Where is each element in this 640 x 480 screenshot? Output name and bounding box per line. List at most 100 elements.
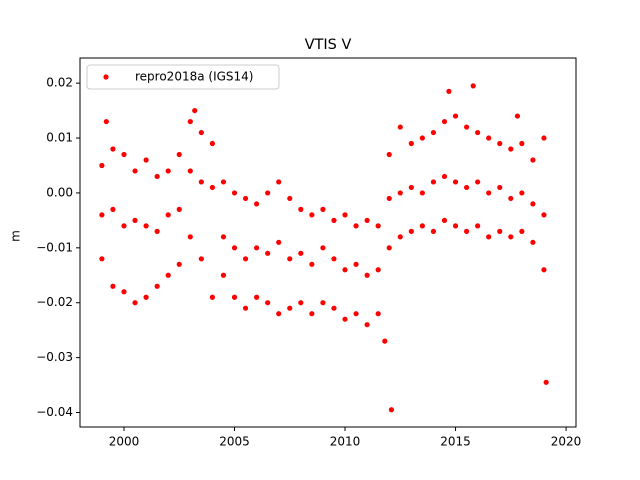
- point: [497, 184, 503, 191]
- point: [187, 168, 193, 174]
- point: [463, 228, 470, 234]
- point: [441, 173, 448, 180]
- point: [386, 151, 392, 158]
- point: [99, 162, 105, 169]
- point: [254, 245, 260, 251]
- point: [242, 256, 249, 262]
- point: [419, 190, 425, 196]
- point: [121, 289, 127, 295]
- legend: repro2018a (IGS14): [86, 64, 280, 90]
- point: [419, 135, 425, 141]
- point: [254, 294, 260, 300]
- point: [231, 245, 238, 251]
- point: [287, 305, 293, 311]
- x-tick-label: 2000: [109, 435, 140, 449]
- point: [430, 129, 437, 136]
- point: [132, 300, 138, 306]
- point: [441, 118, 448, 125]
- y-tick-label: 0.00: [46, 185, 73, 199]
- point: [475, 179, 481, 185]
- point: [103, 118, 109, 125]
- point: [187, 118, 193, 125]
- point: [331, 305, 337, 311]
- point: [541, 212, 547, 218]
- point: [541, 135, 547, 141]
- point: [198, 256, 204, 262]
- point: [287, 195, 293, 202]
- point: [165, 212, 171, 218]
- point: [508, 195, 514, 202]
- point: [475, 223, 481, 229]
- point: [143, 223, 149, 229]
- point: [408, 140, 414, 147]
- point: [121, 223, 127, 229]
- point: [192, 107, 198, 114]
- point: [320, 206, 326, 212]
- y-axis-label: m: [9, 230, 23, 242]
- point: [342, 212, 348, 218]
- x-tick-label: 2015: [440, 435, 471, 449]
- point: [276, 311, 282, 317]
- point: [165, 272, 171, 278]
- point: [176, 151, 182, 158]
- point: [530, 157, 536, 163]
- point: [231, 190, 238, 196]
- point: [298, 206, 304, 212]
- point: [519, 140, 525, 147]
- point: [298, 300, 304, 306]
- point: [386, 245, 392, 251]
- point: [486, 190, 492, 196]
- point: [353, 261, 359, 267]
- point: [99, 256, 105, 262]
- point: [165, 168, 171, 174]
- point: [209, 294, 215, 300]
- point: [331, 256, 337, 262]
- point: [508, 234, 514, 240]
- point: [110, 283, 116, 289]
- point: [397, 234, 403, 240]
- point: [143, 294, 149, 300]
- point: [154, 283, 160, 289]
- point: [209, 140, 215, 147]
- point: [198, 179, 204, 185]
- point: [463, 124, 470, 130]
- point: [514, 113, 521, 119]
- point: [486, 234, 492, 240]
- point: [397, 124, 403, 130]
- point: [220, 179, 227, 185]
- point: [276, 239, 282, 245]
- axes-frame: [79, 57, 577, 428]
- point: [430, 179, 437, 185]
- legend-box: [86, 64, 280, 90]
- point: [419, 223, 425, 229]
- y-tick-label: 0.02: [46, 76, 73, 90]
- point: [287, 256, 293, 262]
- point: [497, 140, 503, 147]
- point: [254, 201, 260, 207]
- point: [132, 168, 138, 174]
- point: [265, 190, 271, 196]
- point: [397, 190, 403, 196]
- point: [519, 190, 525, 196]
- point: [408, 184, 414, 191]
- point: [486, 135, 492, 141]
- point: [475, 129, 481, 136]
- point: [452, 223, 459, 229]
- point: [375, 311, 381, 317]
- y-tick-label: −0.04: [36, 405, 73, 419]
- point: [331, 217, 337, 223]
- point: [375, 223, 381, 229]
- point: [309, 212, 315, 218]
- chart-title: VTIS V: [305, 37, 352, 53]
- x-tick-label: 2010: [330, 435, 361, 449]
- point: [198, 129, 204, 136]
- point: [320, 245, 326, 251]
- point: [463, 184, 470, 191]
- point: [388, 407, 395, 413]
- point: [99, 212, 105, 218]
- point: [209, 184, 215, 191]
- point: [441, 217, 448, 223]
- point: [309, 311, 315, 317]
- point: [121, 151, 127, 158]
